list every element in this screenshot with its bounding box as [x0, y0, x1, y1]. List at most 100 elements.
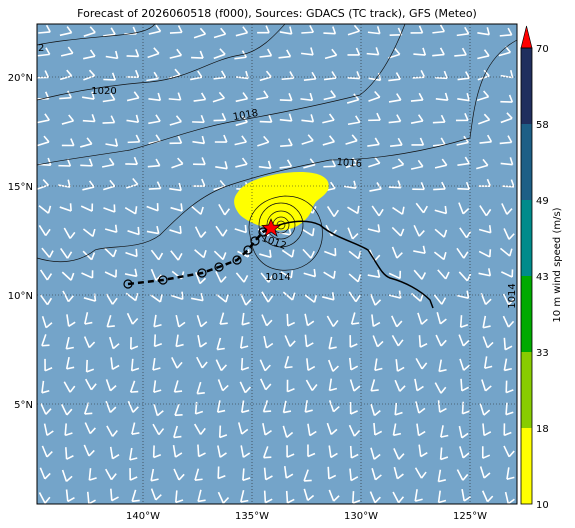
wind-barb — [413, 245, 426, 255]
wind-barbs — [36, 24, 515, 505]
wind-barb — [374, 358, 383, 372]
isobars — [36, 23, 518, 271]
forecast-track — [270, 220, 434, 309]
wind-barb — [83, 26, 96, 37]
wind-barb — [500, 94, 514, 103]
wind-barb — [457, 181, 471, 191]
wind-barb — [439, 447, 449, 461]
wind-barb — [169, 25, 183, 34]
wind-barb — [347, 47, 361, 56]
lon-label: 140°W — [126, 511, 160, 522]
wind-barb — [192, 114, 205, 124]
wind-barb — [148, 92, 162, 102]
wind-barb — [323, 270, 336, 280]
wind-barb — [240, 400, 250, 414]
wind-barb — [328, 445, 338, 459]
wind-barb — [352, 491, 361, 504]
wind-barb — [322, 135, 335, 146]
wind-barb — [437, 269, 450, 280]
wind-barb — [503, 423, 512, 437]
wind-barb — [393, 466, 404, 480]
wind-barb — [479, 134, 493, 144]
wind-barb — [126, 91, 140, 102]
wind-barb — [502, 293, 515, 306]
wind-barb — [194, 249, 207, 259]
wind-barb — [432, 47, 445, 57]
wind-barb — [58, 158, 72, 167]
wind-barb — [457, 92, 470, 102]
wind-barb — [66, 314, 76, 327]
isobar-label: 1014 — [265, 272, 290, 283]
wind-barb — [41, 247, 54, 258]
wind-barb — [59, 203, 72, 212]
wind-barb — [215, 161, 228, 170]
wind-barb — [173, 380, 183, 393]
wind-barb — [346, 93, 360, 104]
wind-barb — [410, 159, 424, 170]
wind-barb — [391, 246, 403, 259]
wind-barb — [301, 134, 314, 145]
wind-barb — [40, 403, 52, 415]
wind-barb — [347, 71, 361, 80]
wind-barb — [482, 423, 492, 437]
wind-barb — [348, 291, 361, 303]
wind-barb — [392, 491, 405, 504]
wind-barb — [65, 336, 74, 350]
wind-barb — [82, 228, 96, 238]
wind-barb — [456, 469, 469, 481]
wind-barb — [417, 312, 428, 325]
wind-barb — [174, 490, 184, 504]
wind-barb — [499, 247, 513, 257]
wind-barb — [412, 70, 426, 79]
wind-barb — [61, 271, 75, 281]
wind-barb — [59, 26, 73, 37]
wind-barb — [148, 24, 162, 35]
wind-barb — [105, 400, 117, 413]
wind-barb — [146, 203, 159, 212]
lat-label: 5°N — [14, 400, 33, 411]
colorbar-frame — [520, 47, 533, 505]
wind-barb — [193, 92, 207, 102]
lon-label: 130°W — [344, 511, 378, 522]
wind-barb — [235, 92, 249, 103]
isobar — [36, 39, 518, 263]
wind-barb — [259, 70, 272, 82]
wind-barb — [412, 182, 425, 191]
wind-barb — [105, 50, 119, 60]
wind-barb — [458, 202, 470, 215]
wind-barb — [153, 334, 163, 348]
wind-barb — [479, 205, 492, 217]
isobar — [36, 23, 156, 46]
wind-barb — [105, 468, 117, 481]
wind-barb — [458, 334, 470, 347]
wind-barb — [257, 135, 270, 147]
wind-barb — [41, 380, 50, 394]
wind-barb — [213, 70, 227, 80]
wind-barb — [458, 425, 469, 439]
colorbar-tick: 49 — [536, 196, 549, 207]
wind-barb — [190, 292, 204, 302]
past-track — [127, 226, 272, 286]
wind-barb — [196, 381, 205, 395]
wind-barb — [170, 203, 183, 212]
wind-barb — [61, 114, 75, 125]
wind-barb — [63, 381, 76, 393]
wind-barb — [505, 402, 514, 416]
wind-barb — [219, 312, 228, 325]
wind-barb — [437, 490, 447, 504]
grid-lines — [37, 24, 517, 504]
wind-barb — [150, 294, 163, 303]
wind-barb — [60, 403, 73, 416]
wind-barb — [328, 336, 337, 350]
wind-barb — [127, 134, 141, 144]
wind-barb — [215, 225, 228, 237]
track-point — [232, 255, 242, 265]
wind-barb — [197, 489, 206, 503]
wind-barb — [328, 378, 338, 392]
wind-barb — [454, 47, 467, 57]
wind-barb — [44, 358, 53, 372]
wind-barb — [152, 423, 165, 436]
wind-barb — [240, 293, 252, 306]
wind-barb — [501, 269, 514, 278]
wind-barb — [215, 271, 227, 283]
